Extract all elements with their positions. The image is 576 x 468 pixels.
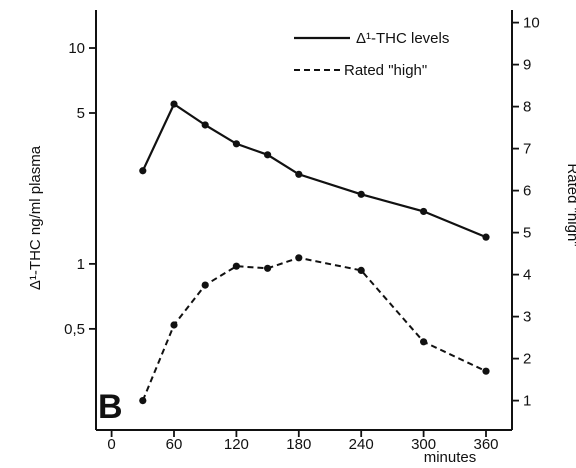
x-tick-label: 360 — [473, 436, 498, 453]
plot-area — [139, 100, 490, 405]
x-tick-label: 300 — [411, 436, 436, 453]
x-tick-label: 60 — [166, 436, 183, 453]
left-axis-title: Δ¹-THC ng/ml plasma — [27, 145, 44, 290]
panel-label: B — [98, 388, 123, 426]
data-point-thc — [201, 121, 209, 129]
data-point-rated-high — [139, 397, 147, 405]
x-axis-title: minutes — [424, 449, 477, 466]
x-tick-label: 120 — [224, 436, 249, 453]
data-point-rated-high — [420, 338, 428, 346]
legend-label-thc: Δ¹-THC levels — [356, 30, 449, 47]
right-tick-label: 5 — [523, 225, 531, 242]
left-tick-label: 0,5 — [64, 321, 85, 338]
right-tick-label: 9 — [523, 57, 531, 74]
data-point-thc — [264, 151, 272, 159]
data-point-thc — [482, 233, 490, 241]
x-tick-label: 240 — [349, 436, 374, 453]
right-tick-label: 2 — [523, 351, 531, 368]
data-point-thc — [170, 100, 178, 108]
data-point-rated-high — [264, 264, 272, 272]
data-point-rated-high — [482, 367, 490, 375]
data-point-rated-high — [232, 262, 240, 270]
right-tick-label: 7 — [523, 141, 531, 158]
legend-label-high: Rated "high" — [344, 62, 427, 79]
data-point-rated-high — [357, 266, 365, 274]
right-tick-label: 8 — [523, 99, 531, 116]
data-point-thc — [295, 170, 303, 178]
data-point-thc — [420, 207, 428, 216]
right-tick-label: 6 — [523, 183, 531, 200]
data-point-thc — [357, 190, 365, 198]
left-tick-label: 1 — [77, 256, 85, 273]
right-tick-label: 1 — [523, 393, 531, 410]
right-tick-label: 10 — [523, 15, 540, 32]
data-point-thc — [232, 140, 240, 148]
x-tick-label: 0 — [107, 436, 115, 453]
series-line-thc — [141, 102, 487, 239]
series-line-rated-high — [141, 256, 487, 401]
data-point-rated-high — [295, 254, 303, 262]
legend: Δ¹-THC levels Rated "high" — [294, 30, 449, 79]
data-point-rated-high — [170, 321, 178, 329]
data-point-rated-high — [201, 281, 209, 289]
left-tick-label: 5 — [77, 105, 85, 122]
x-tick-label: 180 — [286, 436, 311, 453]
right-axis-title: Rated "high" — [564, 163, 576, 246]
axes: 0 60 120 180 240 300 360 0,5 1 5 10 1 2 3 4 5 6 7 8 9 10 — [64, 10, 540, 453]
left-tick-label: 10 — [68, 40, 85, 57]
right-tick-label: 3 — [523, 309, 531, 326]
right-tick-label: 4 — [523, 267, 531, 284]
data-point-thc — [139, 167, 147, 175]
